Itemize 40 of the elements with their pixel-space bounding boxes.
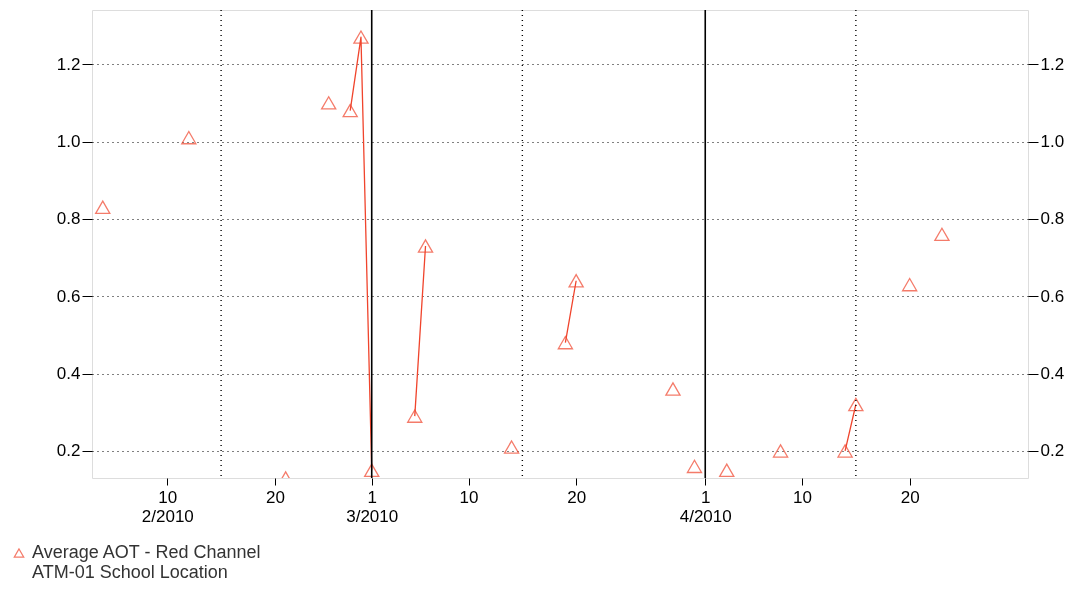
point [901,277,918,292]
point [417,239,434,253]
point [407,409,423,423]
y-tick-label: 1.2 [56,54,81,74]
x-tick-label: 10 [459,487,479,507]
point [719,463,735,478]
y2-tick-label: 0.8 [1040,209,1065,229]
point [568,273,584,288]
point [934,227,950,242]
x-tick-label: 1 3/2010 [346,487,399,526]
y-tick-label: 0.2 [56,441,81,461]
y2-tick-label: 1.2 [1040,54,1065,74]
point [686,459,703,474]
point [364,463,380,478]
point [772,444,789,458]
x-tick-label: 20 [265,487,285,507]
x-tick-label: 20 [900,487,920,507]
x-tick-label: 1 4/2010 [679,487,732,526]
y2-tick-label: 0.2 [1040,441,1065,461]
y2-tick-label: 0.6 [1040,286,1065,306]
point [665,382,681,396]
point [320,96,337,110]
point [181,130,197,145]
point [557,335,574,350]
y2-tick-label: 0.4 [1040,364,1065,384]
x-tick-label: 10 2/2010 [141,487,194,526]
y-tick-label: 0.6 [56,286,81,306]
y-tick-label: 0.4 [56,364,81,384]
y-tick-label: 1.0 [56,132,81,151]
point [503,440,520,454]
legend-label: Average AOT - Red Channel ATM-01 School Location [32,542,261,582]
point [848,397,864,412]
point [342,103,358,118]
y2-tick-label: 1.0 [1040,132,1065,151]
x-tick-label: 20 [567,487,587,507]
point [95,200,111,215]
y-tick-label: 0.8 [56,209,81,229]
point [837,444,853,458]
x-tick-label: 10 [793,487,813,507]
point [353,30,369,44]
